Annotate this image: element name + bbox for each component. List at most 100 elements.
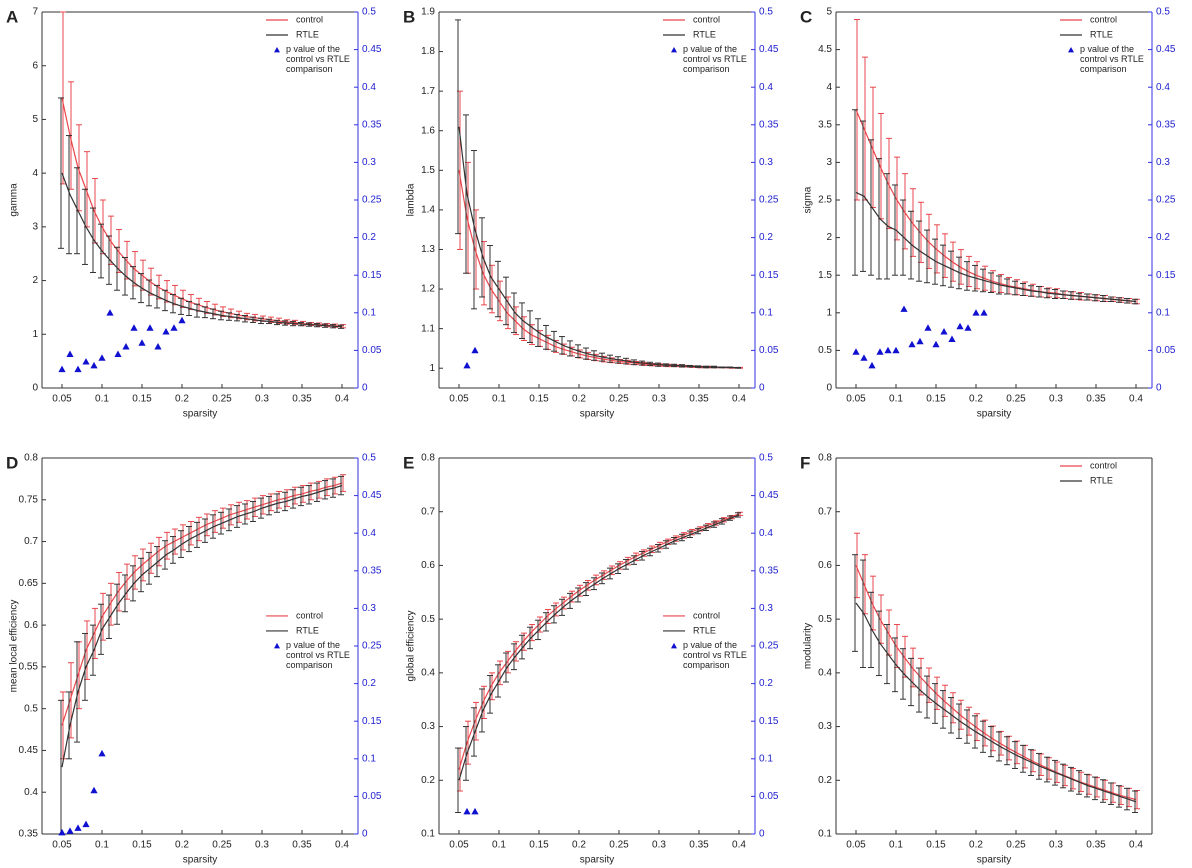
y-tick-label: 0.2	[421, 775, 435, 786]
y-tick-label: 0.8	[421, 453, 435, 464]
panel-label: A	[6, 7, 18, 26]
x-tick-label: 0.2	[175, 840, 189, 851]
y-tick-label: 2	[32, 275, 38, 286]
legend-label: control	[296, 610, 323, 620]
p-value-marker	[471, 807, 479, 815]
y2-tick-label: 0.1	[759, 753, 773, 764]
error-bar	[567, 592, 573, 609]
p-value-marker	[471, 346, 479, 354]
y-tick-label: 3	[32, 221, 38, 232]
y2-tick-label: 0.05	[362, 345, 382, 356]
error-bar	[876, 610, 882, 677]
y-tick-label: 0.4	[24, 787, 38, 798]
y-tick-label: 0.5	[818, 614, 832, 625]
p-value-marker	[82, 358, 90, 365]
x-tick-label: 0.3	[255, 840, 269, 851]
p-value-marker	[106, 309, 114, 316]
error-bar	[535, 619, 541, 641]
x-tick-label: 0.25	[609, 394, 629, 405]
p-value-marker	[860, 354, 868, 361]
error-bar	[527, 626, 533, 650]
p-value-marker	[66, 827, 74, 834]
y2-tick-label: 0.3	[362, 157, 376, 168]
y-tick-label: 1.3	[421, 244, 435, 255]
x-tick-label: 0.35	[689, 840, 709, 851]
x-tick-label: 0.1	[95, 394, 109, 405]
legend-label: control	[1090, 14, 1117, 24]
error-bar	[122, 256, 128, 296]
error-bar	[519, 634, 525, 660]
y-tick-label: 1.8	[421, 46, 435, 57]
error-bar	[495, 260, 501, 318]
series-line	[855, 602, 1137, 803]
x-tick-label: 0.15	[132, 840, 152, 851]
y2-tick-label: 0.2	[759, 678, 773, 689]
x-tick-label: 0.05	[846, 394, 866, 405]
y2-tick-label: 0.35	[759, 119, 779, 130]
legend-swatch	[274, 642, 280, 649]
y2-tick-label: 0.5	[759, 453, 773, 464]
y2-tick-label: 0	[362, 383, 368, 394]
x-tick-label: 0.4	[732, 840, 746, 851]
error-bar	[900, 199, 906, 276]
error-bar	[852, 554, 858, 652]
error-bar	[860, 559, 866, 668]
legend-label: p value of the control vs RTLE compariso…	[683, 44, 747, 74]
y-tick-label: 0.7	[818, 506, 832, 517]
p-value-marker	[162, 328, 170, 335]
error-bar	[154, 546, 160, 578]
y-tick-label: 0.75	[19, 494, 39, 505]
panel-label: B	[403, 7, 415, 26]
y2-tick-label: 0.45	[362, 490, 382, 501]
p-value-marker	[924, 324, 932, 331]
error-bar	[463, 114, 469, 274]
x-tick-label: 0.35	[292, 840, 312, 851]
series-line	[458, 126, 740, 369]
y2-tick-label: 0.1	[362, 307, 376, 318]
legend-label: control	[1090, 460, 1117, 470]
error-bar	[884, 173, 890, 280]
error-bar	[932, 683, 938, 724]
y-tick-label: 3	[826, 157, 832, 168]
p-value-marker	[884, 346, 892, 354]
p-value-marker	[98, 354, 106, 361]
legend-swatch	[671, 47, 677, 53]
p-value-marker	[980, 309, 988, 316]
p-value-marker	[964, 324, 972, 331]
legend-swatch	[274, 47, 280, 53]
y2-tick-label: 0.45	[362, 44, 382, 55]
legend-label: p value of the control vs RTLE compariso…	[1080, 44, 1144, 74]
p-value-marker	[82, 820, 90, 828]
y2-tick-label: 0.5	[362, 453, 376, 464]
y2-tick-label: 0.05	[1156, 345, 1176, 356]
panel-label: E	[403, 453, 414, 472]
y2-tick-label: 0.1	[362, 753, 376, 764]
x-tick-label: 0.4	[335, 394, 349, 405]
x-tick-label: 0.3	[652, 394, 666, 405]
error-bar	[74, 641, 80, 743]
p-value-marker	[852, 348, 860, 355]
p-value-marker	[956, 322, 964, 330]
x-tick-label: 0.05	[846, 840, 866, 851]
y2-tick-label: 0.3	[759, 157, 773, 168]
y-tick-label: 0.4	[818, 667, 832, 678]
x-tick-label: 0.3	[1049, 394, 1063, 405]
y-axis-label: sigma	[803, 186, 814, 213]
x-tick-label: 0.1	[492, 840, 506, 851]
x-tick-label: 0.25	[1006, 840, 1026, 851]
y2-tick-label: 0.45	[1156, 44, 1176, 55]
y2-tick-label: 0.35	[362, 565, 382, 576]
error-bar	[900, 648, 906, 700]
error-bar	[146, 551, 152, 585]
y-tick-label: 0.55	[19, 662, 39, 673]
error-bar	[503, 276, 509, 326]
y-tick-label: 1.7	[421, 86, 435, 97]
error-bar	[511, 643, 517, 671]
p-value-marker	[170, 324, 178, 331]
error-bar	[503, 652, 509, 683]
error-bar	[876, 158, 882, 280]
y-tick-label: 0.7	[421, 506, 435, 517]
x-axis-label: sparsity	[580, 409, 614, 420]
